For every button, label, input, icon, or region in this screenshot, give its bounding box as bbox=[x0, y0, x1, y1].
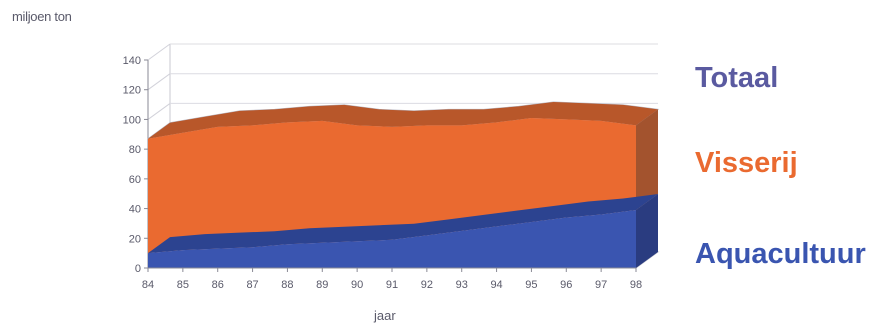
x-axis-label: jaar bbox=[374, 308, 396, 323]
x-tick-label: 97 bbox=[595, 279, 607, 291]
x-tick-label: 89 bbox=[316, 279, 328, 291]
x-tick-label: 88 bbox=[281, 279, 293, 291]
gridline-side bbox=[147, 73, 171, 91]
series-aquacultuur-side bbox=[636, 194, 658, 268]
x-tick-label: 85 bbox=[177, 279, 189, 291]
x-tick-label: 87 bbox=[246, 279, 258, 291]
gridline-side bbox=[147, 43, 171, 61]
x-tick-label: 93 bbox=[456, 279, 468, 291]
gridline-side bbox=[147, 103, 171, 120]
y-tick-label: 120 bbox=[123, 85, 141, 97]
y-tick-label: 80 bbox=[129, 144, 141, 156]
y-tick-label: 40 bbox=[129, 204, 141, 216]
x-tick-label: 96 bbox=[560, 279, 572, 291]
y-tick-label: 100 bbox=[123, 114, 141, 126]
series-visserij-top bbox=[148, 101, 658, 139]
y-tick-label: 20 bbox=[129, 233, 141, 245]
legend-visserij: Visserij bbox=[695, 147, 798, 179]
y-tick-label: 0 bbox=[135, 263, 141, 275]
x-tick-label: 95 bbox=[525, 279, 537, 291]
y-tick-label: 140 bbox=[123, 55, 141, 67]
y-axis-label: miljoen ton bbox=[12, 9, 72, 24]
series-visserij-side bbox=[636, 109, 658, 211]
x-tick-label: 94 bbox=[490, 279, 502, 291]
series-aquacultuur-top bbox=[148, 194, 658, 254]
x-tick-label: 86 bbox=[212, 279, 224, 291]
x-tick-label: 84 bbox=[142, 279, 154, 291]
x-tick-label: 98 bbox=[630, 279, 642, 291]
x-tick-label: 91 bbox=[386, 279, 398, 291]
x-tick-label: 92 bbox=[421, 279, 433, 291]
legend-totaal: Totaal bbox=[695, 62, 779, 94]
series-aquacultuur-area bbox=[148, 210, 636, 268]
y-tick-label: 60 bbox=[129, 174, 141, 186]
legend-aquacultuur: Aquacultuur bbox=[695, 238, 866, 270]
x-tick-label: 90 bbox=[351, 279, 363, 291]
